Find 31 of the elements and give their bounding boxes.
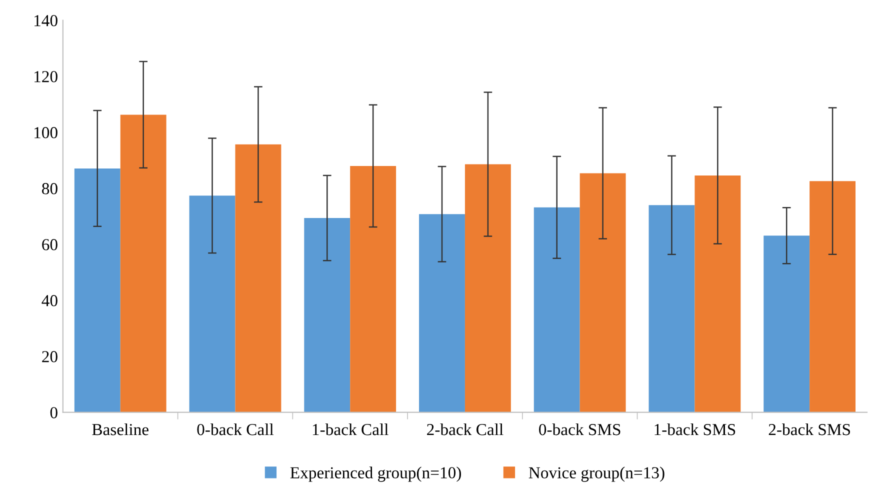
y-tick-label: 120	[34, 71, 58, 82]
bar	[419, 214, 465, 412]
bar	[120, 114, 166, 412]
legend-label: Novice group(n=13)	[528, 466, 664, 482]
x-tick-label: 0-back Call	[197, 423, 274, 436]
y-tick-label: 60	[42, 239, 58, 250]
y-tick-label: 80	[42, 183, 58, 194]
bar	[648, 205, 695, 412]
bar	[74, 168, 120, 412]
bar	[534, 207, 580, 412]
bar	[694, 175, 741, 412]
x-tick-label: 1-back Call	[312, 423, 388, 436]
bar	[304, 218, 350, 412]
x-tick-label: 0-back SMS	[539, 423, 620, 436]
bar	[810, 181, 856, 412]
x-tick-label: 2-back Call	[427, 423, 504, 436]
x-tick-label: 2-back SMS	[768, 423, 850, 436]
x-tick-label: Baseline	[92, 423, 148, 436]
y-tick-label: 40	[42, 295, 58, 306]
bar	[189, 196, 236, 412]
bar	[350, 166, 396, 412]
y-tick-label: 0	[50, 407, 58, 418]
legend-label: Experienced group(n=10)	[290, 466, 461, 482]
y-tick-label: 100	[34, 127, 58, 138]
bar	[764, 236, 810, 412]
bar	[235, 144, 282, 412]
bar	[580, 173, 626, 412]
bar	[464, 164, 511, 412]
y-tick-label: 140	[34, 15, 58, 26]
x-tick-label: 1-back SMS	[654, 423, 736, 436]
y-tick-label: 20	[42, 351, 58, 362]
